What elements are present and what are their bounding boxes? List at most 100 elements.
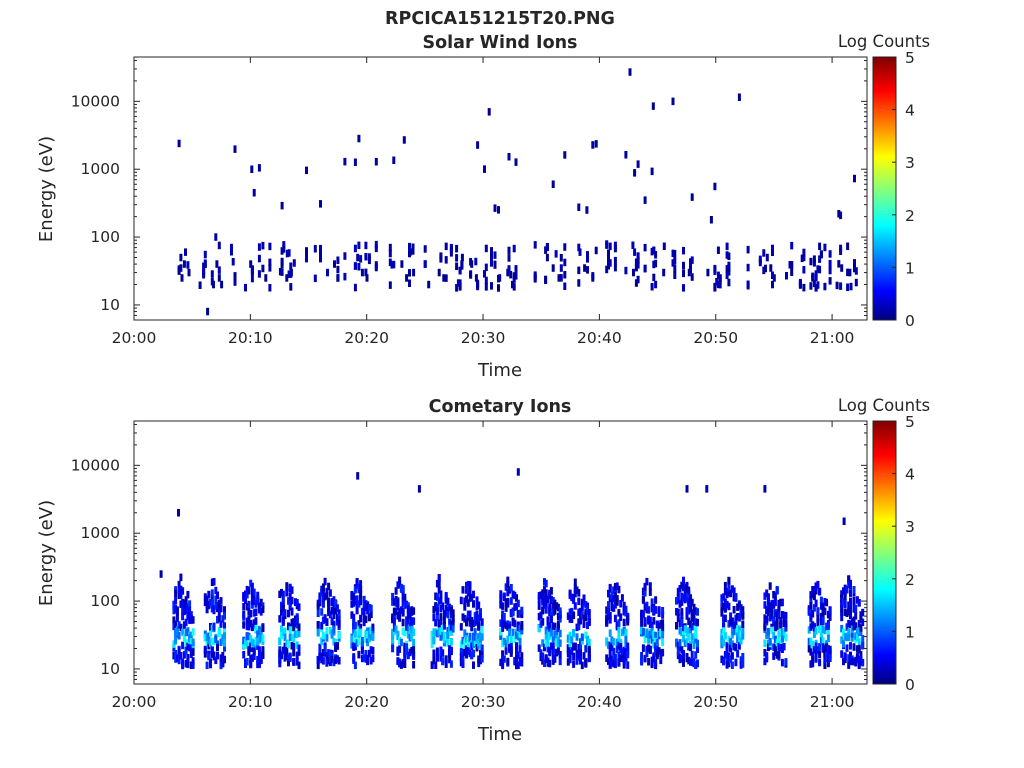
count-cell bbox=[765, 652, 769, 660]
count-cell bbox=[469, 271, 473, 279]
count-cell bbox=[673, 250, 677, 258]
count-cell bbox=[473, 612, 477, 620]
count-cell bbox=[772, 274, 776, 282]
count-cell bbox=[459, 596, 463, 605]
count-cell bbox=[257, 270, 261, 278]
count-cell bbox=[634, 263, 638, 272]
count-cell bbox=[861, 641, 865, 650]
count-cell bbox=[508, 623, 512, 632]
count-cell bbox=[219, 661, 223, 670]
count-cell bbox=[520, 622, 524, 631]
count-cell bbox=[316, 609, 320, 618]
count-cell bbox=[682, 269, 685, 278]
count-cell bbox=[175, 628, 179, 636]
y-tick-label: 100 bbox=[90, 592, 120, 610]
count-cell bbox=[327, 605, 331, 613]
count-cell bbox=[680, 654, 684, 663]
count-cell bbox=[825, 622, 829, 631]
count-cell bbox=[608, 259, 612, 267]
count-cell bbox=[615, 645, 619, 654]
count-cell bbox=[725, 590, 729, 599]
count-cell bbox=[364, 655, 368, 663]
count-cell bbox=[682, 623, 685, 632]
count-cell bbox=[825, 654, 829, 662]
count-cell bbox=[770, 600, 774, 608]
count-cell bbox=[364, 635, 368, 643]
count-cell bbox=[332, 658, 336, 667]
count-cell bbox=[541, 598, 545, 606]
count-cell bbox=[723, 603, 727, 611]
count-cell bbox=[549, 615, 553, 624]
count-cell bbox=[318, 653, 322, 661]
count-cell bbox=[722, 616, 726, 624]
count-cell bbox=[249, 579, 253, 588]
count-cell bbox=[281, 604, 285, 613]
count-cell bbox=[861, 658, 865, 667]
count-cell bbox=[288, 626, 292, 634]
count-cell bbox=[766, 608, 770, 617]
count-cell bbox=[335, 655, 339, 663]
count-cell bbox=[501, 657, 505, 666]
count-cell bbox=[725, 265, 729, 273]
count-cell bbox=[444, 632, 448, 641]
count-cell bbox=[849, 620, 852, 629]
count-cell bbox=[605, 241, 609, 249]
count-cell bbox=[682, 284, 685, 292]
count-cell bbox=[365, 274, 369, 282]
count-cell bbox=[617, 634, 621, 642]
count-cell bbox=[470, 593, 474, 602]
count-cell bbox=[490, 252, 493, 260]
count-cell bbox=[782, 642, 786, 651]
count-cell bbox=[210, 277, 214, 286]
count-cell bbox=[577, 243, 581, 252]
count-cell bbox=[722, 638, 726, 647]
count-cell bbox=[650, 167, 654, 176]
count-cell bbox=[501, 610, 505, 618]
count-cell bbox=[182, 634, 186, 642]
count-cell bbox=[847, 633, 851, 642]
count-cell bbox=[662, 268, 666, 277]
count-cell bbox=[313, 245, 317, 253]
count-cell bbox=[441, 631, 445, 640]
count-cell bbox=[448, 645, 452, 653]
count-cell bbox=[780, 598, 784, 607]
count-cell bbox=[334, 656, 338, 664]
count-cell bbox=[580, 611, 584, 620]
count-cell bbox=[446, 639, 450, 647]
count-cell bbox=[555, 638, 559, 646]
count-cell bbox=[398, 580, 402, 589]
count-cell bbox=[392, 618, 396, 626]
count-cell bbox=[694, 651, 698, 659]
colorbar-tick-label: 1 bbox=[905, 623, 915, 641]
count-cell bbox=[825, 598, 829, 607]
count-cell bbox=[357, 637, 361, 646]
count-cell bbox=[477, 655, 481, 663]
count-cell bbox=[468, 586, 472, 594]
count-cell bbox=[459, 648, 463, 656]
count-cell bbox=[357, 134, 361, 143]
count-cell bbox=[325, 627, 329, 635]
count-cell bbox=[189, 614, 193, 622]
count-cell bbox=[818, 242, 822, 251]
count-cell bbox=[772, 601, 776, 609]
count-cell bbox=[412, 617, 416, 625]
count-cell bbox=[654, 637, 658, 646]
count-cell bbox=[254, 617, 258, 625]
count-cell bbox=[566, 650, 570, 658]
count-cell bbox=[842, 587, 845, 595]
count-cell bbox=[410, 629, 414, 638]
count-cell bbox=[470, 651, 474, 660]
count-cell bbox=[762, 249, 766, 257]
count-cell bbox=[650, 598, 654, 606]
count-cell bbox=[448, 649, 452, 658]
count-cell bbox=[207, 641, 211, 650]
count-cell bbox=[587, 638, 591, 647]
count-cell bbox=[807, 637, 811, 646]
count-cell bbox=[823, 648, 827, 657]
count-cell bbox=[400, 260, 404, 268]
count-cell bbox=[765, 253, 769, 262]
count-cell bbox=[399, 638, 403, 647]
count-cell bbox=[408, 242, 411, 251]
count-cell bbox=[777, 611, 781, 619]
